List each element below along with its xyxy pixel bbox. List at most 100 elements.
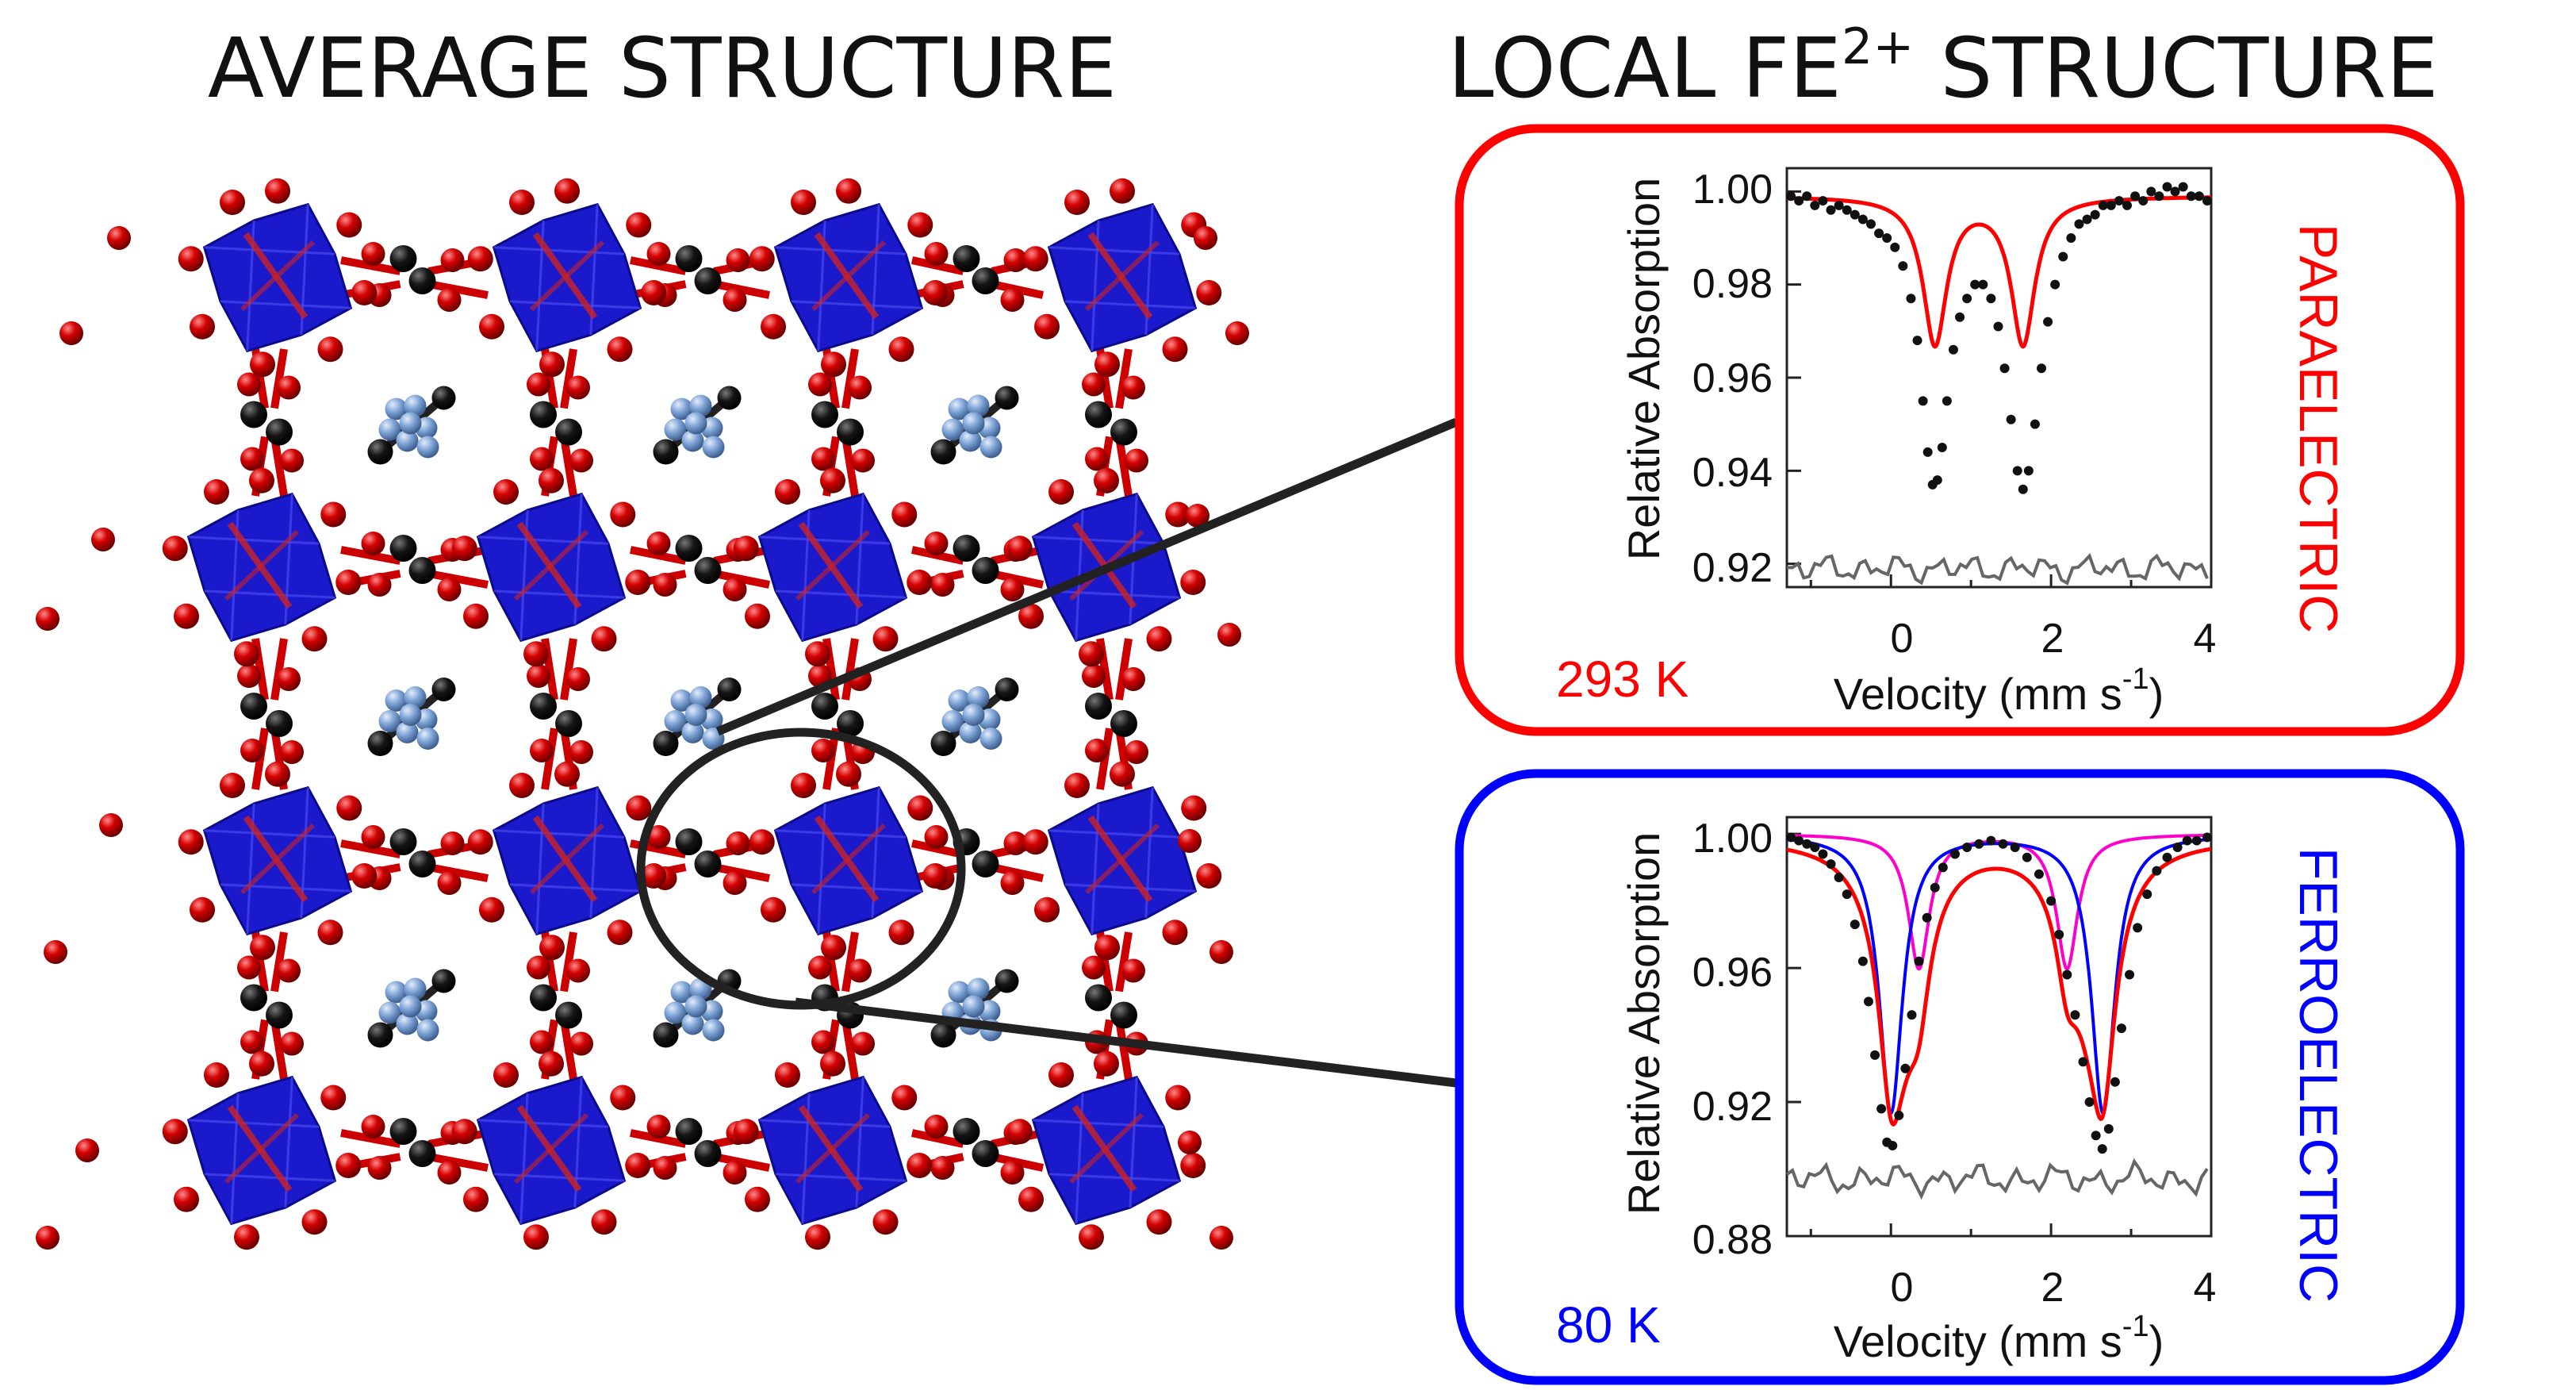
- octahedron-edge: [204, 589, 335, 599]
- ferro-xlabel: Velocity (mm s-1): [1834, 1310, 2164, 1366]
- oxygen-atom: [733, 536, 759, 562]
- octahedron-edge: [1033, 1119, 1164, 1128]
- oxygen-atom: [530, 447, 554, 471]
- oxygen-atom: [591, 1209, 617, 1235]
- zoom-line-lower: [795, 997, 1457, 1088]
- oxygen-atom: [872, 1209, 899, 1235]
- guest-atom: [396, 429, 419, 452]
- linker-bond: [841, 436, 859, 497]
- ferroelectric-panel-frame: [1455, 769, 2465, 1385]
- ferro-ticks: [1787, 832, 2213, 1238]
- linker-bond: [427, 280, 489, 299]
- octahedron-edge: [493, 589, 625, 599]
- oxygen-atom: [907, 570, 933, 595]
- guest-molecule: [930, 969, 1019, 1048]
- oxygen-atom: [848, 958, 872, 983]
- data-point: [1914, 956, 1924, 966]
- oxygen-atom: [610, 1085, 636, 1111]
- carbon-atom: [408, 267, 436, 294]
- carbon-atom: [555, 1001, 582, 1029]
- oxygen-atom: [1000, 578, 1025, 601]
- oxygen-atom: [653, 573, 677, 597]
- guest-atom: [684, 995, 707, 1018]
- oxygen-atom: [569, 740, 593, 764]
- oxygen-atom: [1000, 871, 1025, 895]
- data-point: [2034, 869, 2044, 879]
- linker-bond: [910, 256, 964, 275]
- octahedron-bond: [1068, 1112, 1144, 1185]
- oxygen-atom: [888, 920, 914, 946]
- data-point: [1786, 191, 1796, 202]
- octahedron-edge: [759, 536, 891, 545]
- oxygen-atom: [1048, 1062, 1074, 1088]
- octahedron-bond: [1084, 240, 1160, 312]
- oxygen-atom: [791, 190, 816, 215]
- linker-bond: [841, 1019, 859, 1080]
- oxygen-atom: [821, 351, 846, 378]
- data-point: [2022, 852, 2032, 862]
- octahedron-bond: [1084, 823, 1160, 895]
- guest-atom: [664, 710, 687, 732]
- data-point: [1978, 279, 1988, 290]
- guest-atom: [962, 995, 985, 1018]
- carbon-atom: [389, 245, 417, 272]
- oxygen-atom: [646, 532, 671, 555]
- oxygen-atom: [820, 1050, 845, 1077]
- oxygen-atom: [554, 761, 580, 787]
- oxygen-atom: [240, 739, 264, 762]
- oxygen-atom: [467, 246, 493, 272]
- oxygen-atom: [351, 863, 378, 889]
- guest-atom: [941, 418, 964, 441]
- guest-atom: [684, 704, 707, 726]
- data-point: [2186, 191, 2196, 202]
- linker-bond: [841, 348, 859, 409]
- oxygen-atom: [745, 1186, 770, 1212]
- oxygen-atom: [240, 447, 264, 471]
- data-point: [2037, 363, 2046, 374]
- oxygen-atom: [509, 773, 535, 798]
- residual-line: [1787, 552, 2209, 586]
- oxygen-atom: [1178, 829, 1202, 853]
- data-point: [2191, 835, 2202, 846]
- guest-atom: [959, 429, 982, 452]
- carbon-atom: [694, 1140, 722, 1167]
- oxygen-atom: [924, 1115, 949, 1138]
- carbon-atom: [266, 1001, 293, 1029]
- guest-atom: [689, 394, 712, 417]
- oxygen-atom: [1022, 829, 1048, 855]
- linker-bond: [1115, 348, 1133, 409]
- data-point: [2090, 209, 2100, 220]
- oxygen-atom: [761, 897, 786, 923]
- oxygen-atom: [527, 955, 550, 980]
- guest-carbon: [930, 1022, 956, 1048]
- octahedron-bond: [224, 1112, 300, 1185]
- linker-bond: [910, 546, 964, 565]
- octahedron-edge: [509, 883, 641, 893]
- data-point: [2084, 1097, 2095, 1108]
- oxygen-atom: [641, 280, 667, 305]
- octahedron-edge: [791, 300, 922, 309]
- data-point: [2194, 191, 2204, 202]
- carbon-atom: [1110, 418, 1137, 446]
- data-point: [2066, 233, 2076, 243]
- octahedron: [186, 492, 337, 643]
- oxygen-atom: [808, 955, 832, 980]
- data-point: [2116, 1023, 2126, 1034]
- carbon-atom: [972, 851, 999, 877]
- guest-atom: [948, 689, 971, 712]
- data-point: [1974, 839, 1984, 849]
- data-point: [1863, 996, 1873, 1007]
- oxygen-atom: [75, 1138, 99, 1162]
- oxygen-atom: [1082, 372, 1106, 397]
- linker-bond: [713, 1153, 770, 1172]
- oxygen-atom: [265, 761, 290, 787]
- octahedron: [476, 492, 627, 643]
- oxygen-atom: [1209, 940, 1233, 964]
- guest-atom: [684, 412, 707, 435]
- oxygen-atom: [808, 372, 832, 397]
- guest-atom: [378, 1001, 401, 1024]
- octahedron-edge: [1048, 1173, 1180, 1182]
- oxygen-atom: [924, 532, 949, 555]
- zoom-circle: [636, 728, 966, 1010]
- guest-atom: [664, 418, 687, 441]
